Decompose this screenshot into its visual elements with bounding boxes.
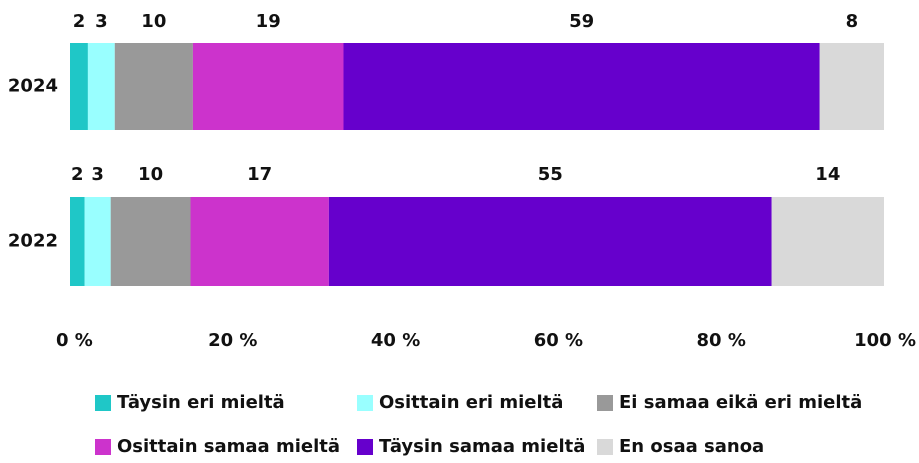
legend-swatch [597,439,613,455]
x-tick-label: 60 % [534,330,583,351]
bar-segment [84,197,111,286]
x-tick-label: 0 % [56,330,93,351]
data-label: 17 [247,164,272,185]
data-label: 3 [91,164,104,185]
bar-segment [819,43,884,130]
legend-swatch [95,439,111,455]
legend-label: Täysin eri mieltä [117,392,285,413]
data-label: 8 [846,11,859,32]
data-label: 3 [95,11,108,32]
y-tick-label: 2024 [8,76,58,97]
legend-label: Ei samaa eikä eri mieltä [619,392,862,413]
bar-segment [87,43,115,130]
bar-segment [343,43,820,130]
bar-segment [192,43,344,130]
legend-label: Täysin samaa mieltä [379,436,585,457]
x-tick-label: 40 % [371,330,420,351]
legend-swatch [357,395,373,411]
bar-segment [328,197,772,286]
data-label: 55 [538,164,563,185]
bar-segment [70,197,85,286]
legend-label: En osaa sanoa [619,436,764,457]
x-tick-label: 100 % [854,330,916,351]
legend-swatch [95,395,111,411]
x-tick-label: 80 % [697,330,746,351]
data-label: 19 [256,11,281,32]
legend-swatch [357,439,373,455]
bar-segment [110,197,191,286]
y-tick-label: 2022 [8,231,58,252]
data-label: 2 [73,11,86,32]
bar-segment [114,43,193,130]
bar-segment [771,197,884,286]
data-label: 2 [71,164,84,185]
data-label: 10 [141,11,166,32]
legend-swatch [597,395,613,411]
bar-segment [70,43,88,130]
x-tick-label: 20 % [208,330,257,351]
data-label: 14 [815,164,840,185]
bar-segment [190,197,329,286]
legend-label: Osittain samaa mieltä [117,436,340,457]
data-label: 10 [138,164,163,185]
data-label: 59 [569,11,594,32]
legend-label: Osittain eri mieltä [379,392,563,413]
